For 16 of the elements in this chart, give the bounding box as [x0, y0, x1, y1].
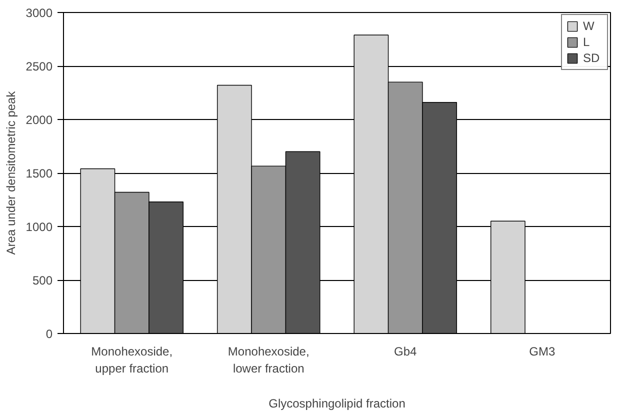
x-tick-label: Monohexoside, upper fraction	[91, 344, 173, 376]
legend-label: SD	[583, 51, 601, 65]
y-tick-label: 500	[32, 274, 53, 288]
y-tick-label: 2500	[26, 60, 53, 74]
y-tick-label: 1500	[26, 166, 53, 180]
legend-label: L	[583, 35, 591, 49]
y-tick-label: 2000	[26, 113, 53, 127]
x-tick-label: GM3	[529, 344, 556, 358]
legend-label: W	[583, 19, 596, 33]
y-tick-label: 1000	[26, 220, 53, 234]
y-tick-label: 0	[46, 327, 53, 341]
y-tick-label: 3000	[26, 6, 53, 20]
x-tick-label: Gb4	[394, 344, 418, 358]
x-tick-label: Monohexoside, lower fraction	[228, 344, 310, 376]
y-axis-title: Area under densitometric peak	[4, 90, 18, 255]
x-axis-title: Glycosphingolipid fraction	[268, 396, 406, 410]
